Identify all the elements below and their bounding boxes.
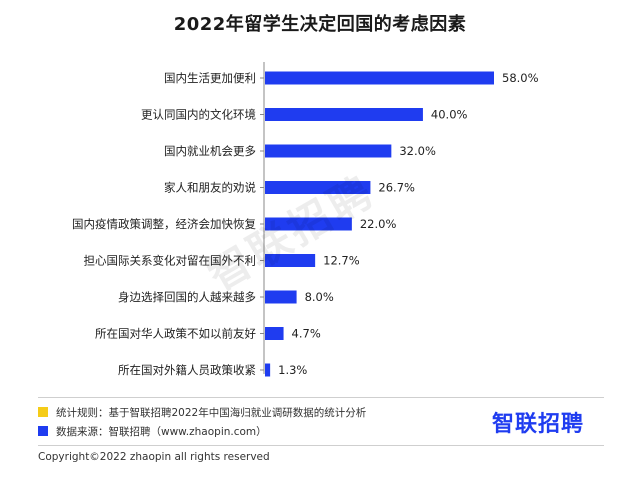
category-label: 身边选择回国的人越来越多 — [118, 290, 256, 304]
bar — [265, 71, 494, 85]
notes-top-divider — [38, 397, 604, 398]
bar-chart: 国内生活更加便利 58.0% 更认同国内的文化环境 40.0% 国内就业机会更多 32.0… — [72, 62, 539, 377]
bar — [265, 363, 271, 377]
value-label: 40.0% — [431, 108, 468, 122]
chart-title: 2022年留学生决定回国的考虑因素 — [173, 14, 467, 35]
bar — [265, 108, 423, 121]
bar — [265, 217, 352, 231]
note-rule-text: 统计规则：基于智联招聘2022年中国海归就业调研数据的统计分析 — [56, 406, 367, 419]
bar — [265, 181, 371, 194]
footer-divider — [38, 445, 604, 446]
bar — [265, 290, 297, 304]
bar — [265, 254, 316, 267]
value-label: 32.0% — [399, 144, 436, 158]
note-rule: 统计规则：基于智联招聘2022年中国海归就业调研数据的统计分析 — [38, 404, 366, 420]
note-source-swatch — [38, 426, 48, 436]
bar — [265, 144, 392, 158]
value-label: 12.7% — [323, 254, 360, 268]
note-source-text: 数据来源：智联招聘（www.zhaopin.com） — [56, 425, 267, 438]
value-label: 26.7% — [378, 181, 415, 195]
category-label: 国内就业机会更多 — [164, 144, 256, 158]
value-label: 58.0% — [502, 71, 539, 85]
category-label: 国内疫情政策调整，经济会加快恢复 — [72, 217, 256, 231]
category-label: 所在国对华人政策不如以前友好 — [95, 327, 256, 341]
note-source: 数据来源：智联招聘（www.zhaopin.com） — [38, 423, 267, 439]
value-label: 1.3% — [278, 363, 307, 377]
category-label: 所在国对外籍人员政策收紧 — [118, 363, 256, 377]
value-label: 8.0% — [305, 290, 334, 304]
category-label: 家人和朋友的劝说 — [164, 181, 256, 195]
copyright-text: Copyright©2022 zhaopin all rights reserv… — [38, 451, 270, 463]
category-label: 更认同国内的文化环境 — [141, 108, 256, 122]
category-label: 国内生活更加便利 — [164, 71, 256, 85]
value-label: 4.7% — [292, 327, 321, 341]
zhaopin-logo: 智联招聘 — [492, 412, 585, 437]
value-label: 22.0% — [360, 217, 397, 231]
category-label: 担心国际关系变化对留在国外不利 — [84, 254, 257, 268]
bar — [265, 327, 284, 340]
note-rule-swatch — [38, 407, 48, 417]
